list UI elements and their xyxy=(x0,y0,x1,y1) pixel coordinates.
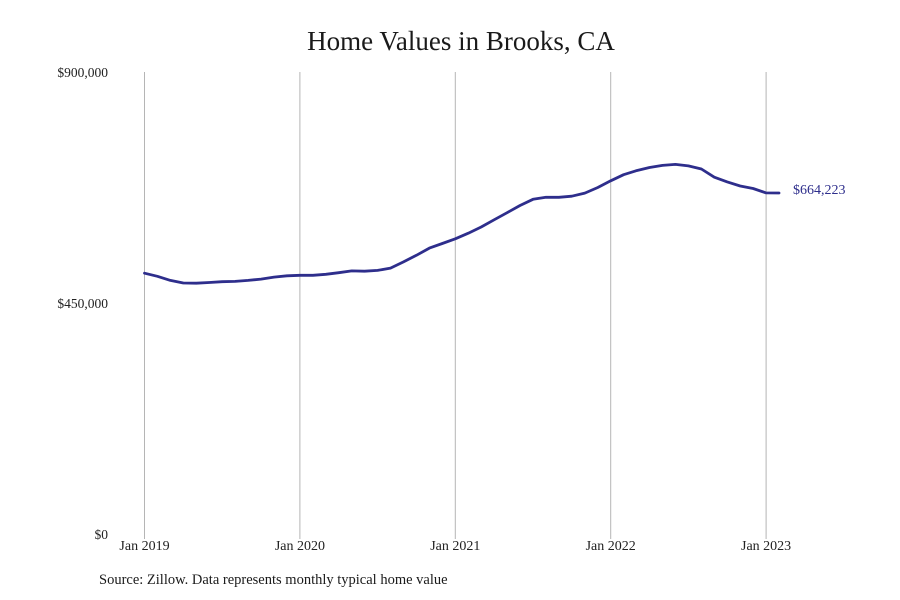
source-note: Source: Zillow. Data represents monthly … xyxy=(99,572,448,588)
chart-title: Home Values in Brooks, CA xyxy=(307,26,615,56)
x-tick-label: Jan 2023 xyxy=(741,539,791,554)
x-tick-label: Jan 2020 xyxy=(275,539,325,554)
x-tick-label: Jan 2022 xyxy=(586,539,636,554)
y-tick-label: $900,000 xyxy=(57,65,108,80)
y-tick-label: $450,000 xyxy=(57,296,108,311)
x-tick-label: Jan 2021 xyxy=(430,539,480,554)
series-line xyxy=(143,162,781,285)
x-tick-label: Jan 2019 xyxy=(119,539,169,554)
x-axis-ticks: Jan 2019 Jan 2020 Jan 2021 Jan 2022 Jan 2023 xyxy=(119,534,791,554)
gridlines xyxy=(144,72,767,534)
y-axis-ticks: $0 $450,000 $900,000 xyxy=(57,65,108,542)
series-layer: $664,223 xyxy=(143,162,846,285)
end-value-label: $664,223 xyxy=(793,183,846,198)
y-tick-label: $0 xyxy=(95,527,109,542)
